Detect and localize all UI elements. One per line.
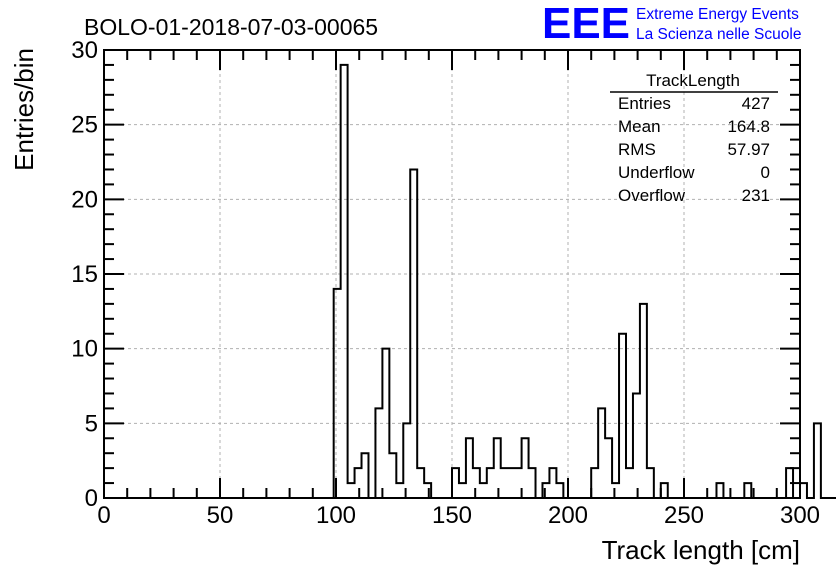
run-title: BOLO-01-2018-07-03-00065 [84, 14, 378, 40]
y-tick-label: 0 [85, 485, 98, 512]
x-tick-label: 200 [548, 502, 588, 529]
stats-row-label: RMS [618, 140, 656, 159]
stats-row-value: 427 [742, 94, 770, 113]
stats-row-label: Entries [618, 94, 671, 113]
stats-row-value: 0 [761, 163, 770, 182]
stats-row-label: Underflow [618, 163, 695, 182]
stats-title: TrackLength [646, 71, 740, 90]
brand-line-2: La Scienza nelle Scuole [636, 26, 801, 43]
plot-frame [103, 49, 801, 499]
x-tick-label: 300 [780, 502, 820, 529]
histogram-step-line [104, 63, 836, 499]
grid-lines [104, 50, 800, 498]
x-tick-label: 250 [664, 502, 704, 529]
x-tick-label: 150 [432, 502, 472, 529]
y-tick-label: 15 [71, 261, 98, 288]
eee-logo: EEE [542, 0, 630, 48]
stats-box: TrackLength Entries 427 Mean 164.8 RMS 57.97 U… [610, 71, 778, 205]
y-tick-label: 25 [71, 112, 98, 139]
y-tick-labels: 0 5 10 15 20 25 30 [71, 37, 98, 512]
stats-row-value: 164.8 [727, 117, 770, 136]
x-tick-label: 100 [316, 502, 356, 529]
x-axis-label: Track length [cm] [602, 535, 800, 565]
brand-line-1: Extreme Energy Events [636, 6, 799, 23]
x-tick-label: 50 [207, 502, 234, 529]
stats-row-value: 231 [742, 186, 770, 205]
stats-row-label: Overflow [618, 186, 686, 205]
y-tick-label: 20 [71, 186, 98, 213]
x-tick-labels: 0 50 100 150 200 250 300 [97, 502, 820, 529]
y-tick-label: 5 [85, 410, 98, 437]
y-axis-label: Entries/bin [9, 48, 39, 171]
stats-row-label: Mean [618, 117, 661, 136]
x-tick-label: 0 [97, 502, 110, 529]
stats-rows: Entries 427 Mean 164.8 RMS 57.97 Underflow 0 Ove… [618, 94, 770, 205]
stats-row-value: 57.97 [727, 140, 770, 159]
y-tick-label: 30 [71, 37, 98, 64]
y-tick-label: 10 [71, 336, 98, 363]
